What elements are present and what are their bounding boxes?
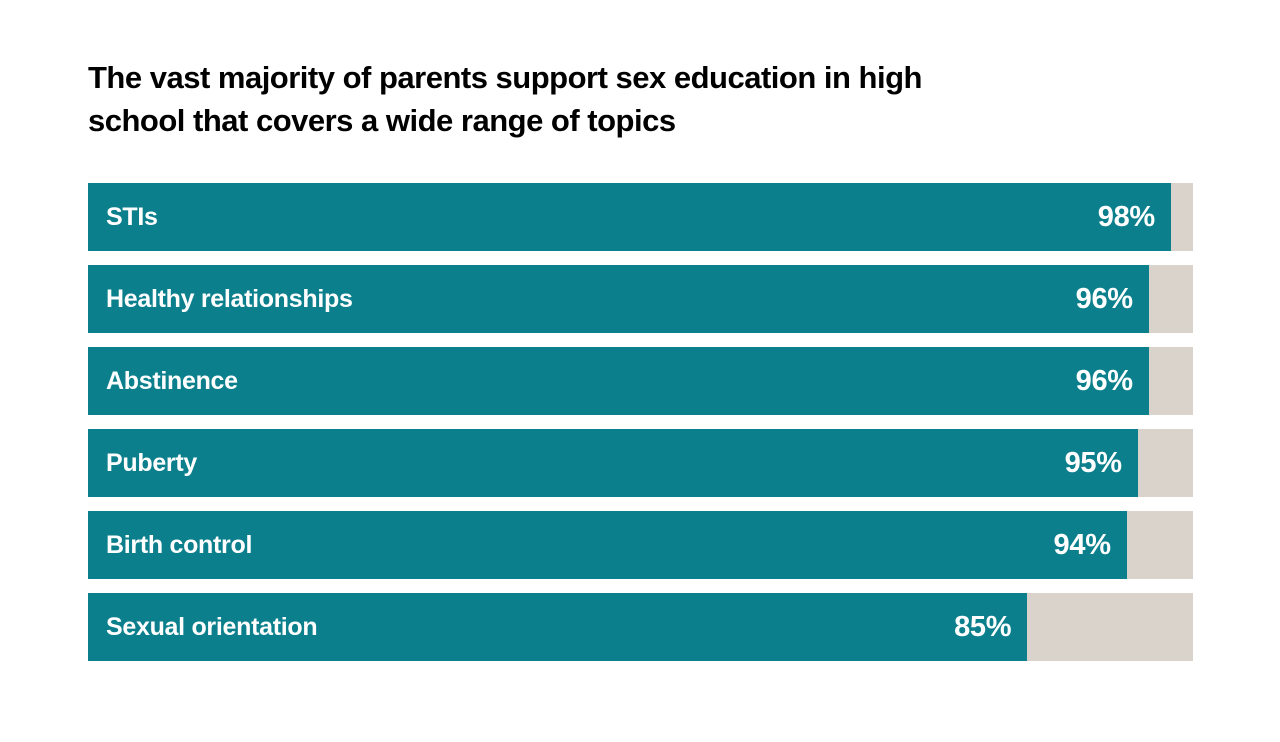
bar-fill: Healthy relationships 96%: [88, 265, 1149, 333]
bar-category-label: Puberty: [106, 448, 197, 477]
bar-fill: Birth control 94%: [88, 511, 1127, 579]
bar-category-label: Abstinence: [106, 366, 238, 395]
bar-value-label: 96%: [1075, 364, 1133, 397]
bar-track: Healthy relationships 96%: [88, 265, 1193, 333]
bar-fill: Sexual orientation 85%: [88, 593, 1028, 661]
chart-title-line2: school that covers a wide range of topic…: [88, 103, 676, 138]
bar-category-label: Sexual orientation: [106, 612, 318, 641]
bar-value-label: 96%: [1075, 282, 1133, 315]
bar-track: Abstinence 96%: [88, 347, 1193, 415]
bar-row: STIs 98%: [88, 183, 1193, 251]
bar-value-label: 98%: [1097, 200, 1155, 233]
bar-fill: Puberty 95%: [88, 429, 1138, 497]
bar-category-label: Birth control: [106, 530, 253, 559]
bar-row: Puberty 95%: [88, 429, 1193, 497]
bar-category-label: Healthy relationships: [106, 284, 353, 313]
chart-title-line1: The vast majority of parents support sex…: [88, 60, 922, 95]
bar-fill: Abstinence 96%: [88, 347, 1149, 415]
bar-row: Abstinence 96%: [88, 347, 1193, 415]
bar-row: Healthy relationships 96%: [88, 265, 1193, 333]
bar-track: Puberty 95%: [88, 429, 1193, 497]
bar-value-label: 85%: [954, 610, 1012, 643]
bar-track: Sexual orientation 85%: [88, 593, 1193, 661]
bar-chart: STIs 98% Healthy relationships 96% Abstinenc…: [88, 183, 1193, 661]
bar-fill: STIs 98%: [88, 183, 1171, 251]
bar-value-label: 95%: [1064, 446, 1122, 479]
bar-row: Birth control 94%: [88, 511, 1193, 579]
bar-track: STIs 98%: [88, 183, 1193, 251]
chart-title: The vast majority of parents support sex…: [88, 56, 1280, 142]
bar-track: Birth control 94%: [88, 511, 1193, 579]
bar-value-label: 94%: [1053, 528, 1111, 561]
bar-category-label: STIs: [106, 202, 158, 231]
bar-row: Sexual orientation 85%: [88, 593, 1193, 661]
